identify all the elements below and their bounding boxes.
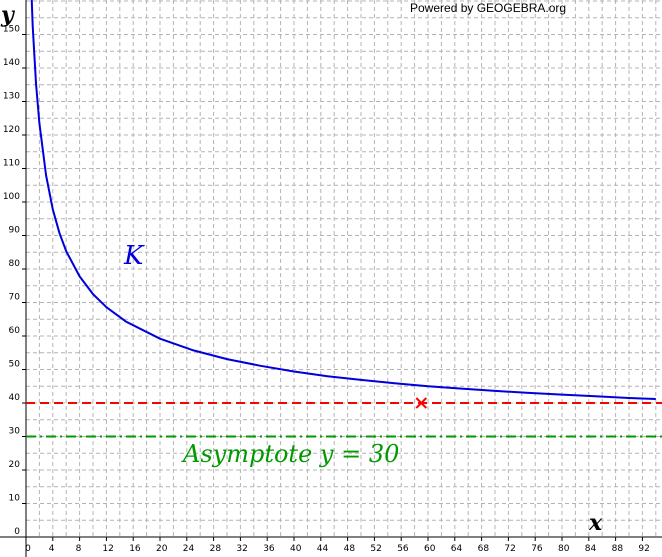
- series-line-k: [30, 0, 656, 400]
- x-tick-label: 24: [183, 544, 195, 554]
- x-tick-label: 52: [370, 544, 381, 554]
- marker-stroke: [415, 397, 428, 409]
- x-tick-label: 72: [504, 544, 515, 554]
- x-tick-label: 60: [424, 544, 436, 554]
- x-tick-label: 92: [638, 544, 649, 554]
- y-tick-label: 130: [3, 92, 20, 102]
- y-tick-label: 100: [3, 192, 20, 202]
- x-tick-label: 64: [451, 544, 463, 554]
- x-tick-label: 12: [102, 544, 113, 554]
- y-tick-label: 150: [3, 25, 20, 35]
- x-axis-label: x: [588, 510, 603, 536]
- y-tick-label: 50: [9, 360, 21, 370]
- x-tick-label: 56: [397, 544, 409, 554]
- series-group: [30, 0, 656, 400]
- y-tick-label: 0: [14, 527, 20, 537]
- y-tick-label: 20: [9, 460, 21, 470]
- curve-label-k: K: [123, 241, 145, 271]
- asymptote-label: Asymptote y = 30: [181, 440, 399, 468]
- x-tick-label: 36: [263, 544, 275, 554]
- y-tick-label: 120: [3, 125, 20, 135]
- x-tick-label: 80: [558, 544, 570, 554]
- grid-lines: [25, 0, 662, 537]
- y-tick-label: 110: [3, 159, 20, 169]
- credit-text: Powered by GEOGEBRA.org: [410, 1, 566, 15]
- y-tick-label: 30: [9, 427, 21, 437]
- x-tick-label: 32: [236, 544, 247, 554]
- y-tick-label: 80: [9, 259, 21, 269]
- x-tick-label: 0: [25, 544, 31, 554]
- x-tick-label: 48: [344, 544, 356, 554]
- y-tick-labels: 0 10 20 30 40 50 60 70 80 90 100 110 120 130 140 150: [3, 25, 26, 538]
- x-tick-label: 76: [531, 544, 543, 554]
- y-tick-label: 10: [9, 494, 21, 504]
- x-tick-label: 68: [478, 544, 490, 554]
- x-tick-labels: 0 4 8 12 16 20 24 28 32 36 40 44 48 52 56 60 64 68 72 76 80 8…: [25, 537, 650, 554]
- x-tick-label: 44: [317, 544, 329, 554]
- y-tick-label: 70: [9, 293, 21, 303]
- x-tick-label: 40: [290, 544, 302, 554]
- intersection-marker: [415, 397, 428, 409]
- y-tick-label: 90: [9, 226, 21, 236]
- x-tick-label: 20: [156, 544, 168, 554]
- x-tick-label: 16: [129, 544, 141, 554]
- y-axis-label: y: [0, 2, 16, 28]
- y-tick-label: 60: [9, 326, 21, 336]
- x-tick-label: 84: [585, 544, 597, 554]
- reference-lines: [26, 402, 662, 438]
- y-tick-label: 40: [9, 393, 21, 403]
- x-tick-label: 88: [612, 544, 624, 554]
- x-tick-label: 28: [210, 544, 222, 554]
- x-tick-label: 8: [76, 544, 82, 554]
- x-tick-label: 4: [49, 544, 55, 554]
- marker-points: [415, 397, 428, 409]
- y-tick-label: 140: [3, 58, 20, 68]
